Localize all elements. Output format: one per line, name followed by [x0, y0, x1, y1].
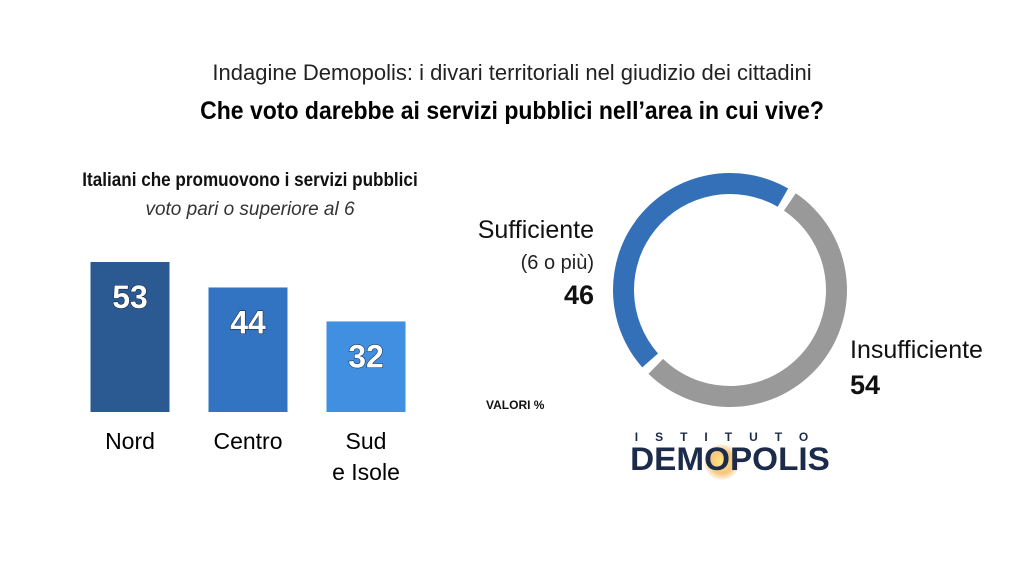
demopolis-logo: ISTITUTO DEMOPOLIS [610, 430, 850, 480]
chart-supertitle: Indagine Demopolis: i divari territorial… [212, 60, 812, 85]
bar-chart-subtitle: voto pari o superiore al 6 [145, 199, 355, 220]
bar-1 [208, 287, 288, 412]
logo-glow [704, 444, 740, 480]
category-label-2-1: e Isole [332, 459, 400, 485]
slice-value-insufficiente: 54 [850, 370, 881, 400]
slice-label-sufficiente: Sufficiente [477, 216, 594, 244]
donut-slice-0 [613, 172, 789, 368]
category-label-0-0: Nord [105, 428, 155, 454]
slice-sublabel-sufficiente: (6 o più) [520, 252, 594, 274]
donut-slice-1 [648, 193, 847, 408]
logo-main-text: DEMOPOLIS [630, 441, 830, 477]
bar-value-label-2: 32 [348, 338, 384, 374]
values-note: VALORI % [486, 398, 545, 412]
bar-0 [90, 262, 170, 412]
bar-value-label-0: 53 [112, 279, 148, 315]
category-label-2-0: Sud [346, 428, 387, 454]
slice-label-insufficiente: Insufficiente [850, 336, 983, 364]
donut-chart [613, 172, 847, 408]
bar-2 [326, 321, 406, 412]
slice-value-sufficiente: 46 [563, 280, 594, 310]
bar-chart-title: Italiani che promuovono i servizi pubbli… [82, 170, 418, 191]
category-label-1-0: Centro [213, 428, 282, 454]
chart-title: Che voto darebbe ai servizi pubblici nel… [200, 97, 824, 125]
bar-value-label-1: 44 [230, 304, 266, 340]
logo-top-text: ISTITUTO [634, 430, 826, 444]
